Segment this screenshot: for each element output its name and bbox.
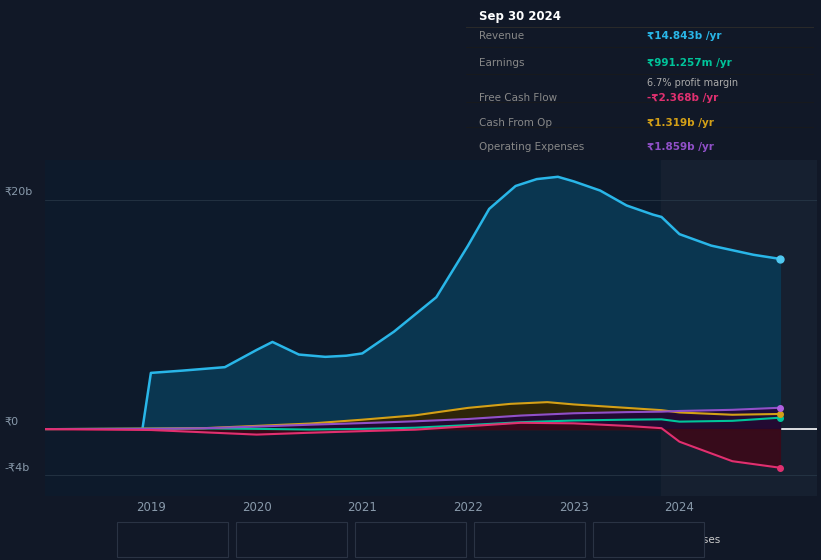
Text: 6.7% profit margin: 6.7% profit margin — [647, 78, 738, 88]
Text: ●: ● — [126, 535, 135, 545]
Bar — [662, 160, 817, 496]
Text: -₹2.368b /yr: -₹2.368b /yr — [647, 93, 718, 103]
Text: Cash From Op: Cash From Op — [496, 535, 569, 545]
Text: Earnings: Earnings — [479, 58, 525, 68]
Text: Revenue: Revenue — [479, 31, 525, 41]
Text: ●: ● — [246, 535, 255, 545]
Text: ●: ● — [484, 535, 493, 545]
Text: ●: ● — [603, 535, 612, 545]
Text: Free Cash Flow: Free Cash Flow — [378, 535, 456, 545]
Text: ₹14.843b /yr: ₹14.843b /yr — [647, 31, 722, 41]
Text: ₹991.257m /yr: ₹991.257m /yr — [647, 58, 732, 68]
Text: Cash From Op: Cash From Op — [479, 118, 553, 128]
Text: Sep 30 2024: Sep 30 2024 — [479, 10, 562, 23]
Text: ₹1.859b /yr: ₹1.859b /yr — [647, 142, 713, 152]
Text: Free Cash Flow: Free Cash Flow — [479, 93, 557, 103]
Text: Earnings: Earnings — [259, 535, 304, 545]
Text: Operating Expenses: Operating Expenses — [479, 142, 585, 152]
Text: ₹0: ₹0 — [4, 416, 18, 426]
Text: Operating Expenses: Operating Expenses — [616, 535, 721, 545]
Text: -₹4b: -₹4b — [4, 462, 30, 472]
Text: Revenue: Revenue — [139, 535, 184, 545]
Text: ●: ● — [365, 535, 374, 545]
Text: ₹20b: ₹20b — [4, 187, 32, 197]
Text: ₹1.319b /yr: ₹1.319b /yr — [647, 118, 713, 128]
